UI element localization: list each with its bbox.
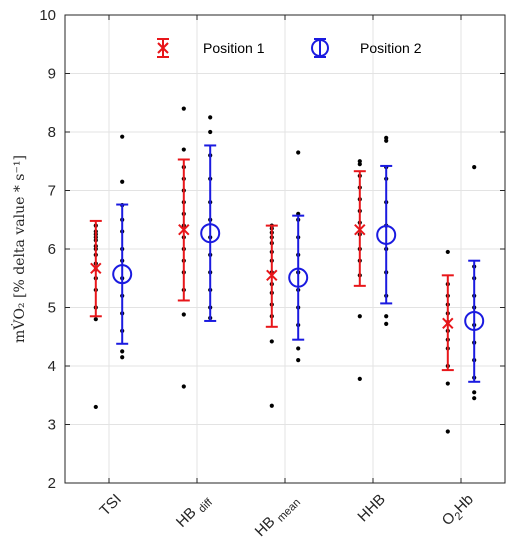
data-point [181,312,186,317]
data-point [384,138,389,143]
data-point [181,384,186,389]
mean-marker [112,264,133,285]
y-tick-label: 3 [48,417,56,434]
data-point [445,249,450,255]
data-point [357,159,362,164]
x-tick-label: HHB [354,491,388,525]
y-axis-label: mV̇O₂ [% delta value * s⁻¹] [10,155,28,343]
x-tick-label: HB mean [252,491,303,542]
legend-label: Position 2 [360,40,422,56]
data-point [472,390,477,395]
data-point [269,339,274,344]
data-point [445,381,450,386]
data-point [472,396,477,401]
mean-marker [266,269,278,282]
y-tick-label: 2 [48,475,56,492]
legend-entry: Position 2 [311,38,422,58]
y-tick-label: 4 [48,358,56,375]
data-point [120,355,125,360]
mean-marker [178,223,190,236]
mean-marker [200,223,221,244]
mean-marker [354,223,366,236]
data-point [357,162,362,167]
y-tick-label: 8 [48,124,56,141]
x-tick-label: O2Hb [439,491,479,531]
data-point [384,321,389,326]
data-point [120,179,125,184]
legend-marker [311,39,329,57]
data-point [296,150,301,155]
data-point [296,346,301,351]
data-point [269,403,274,408]
y-tick-label: 9 [48,66,56,83]
data-point [384,314,389,319]
data-point [181,147,186,152]
data-point [208,115,213,120]
x-tick-label: HB diff [173,490,216,533]
data-point [120,134,125,139]
data-point [445,429,450,434]
data-point [357,314,362,319]
data-point [357,376,362,381]
legend-marker [157,42,169,54]
y-tick-label: 10 [39,7,56,24]
legend: Position 1 Position 2 [157,38,422,58]
y-axis-ticks: 2 3 4 5 6 7 8 9 10 [39,7,505,492]
data-point [296,358,301,363]
mean-marker [90,262,102,275]
grid [65,14,505,484]
mean-marker [288,267,309,288]
mean-marker [442,317,454,330]
error-bars [89,144,485,383]
y-tick-label: 6 [48,241,56,258]
x-axis-labels: TSI HB diff HB mean HHB O2Hb [96,490,479,542]
y-tick-label: 5 [48,300,56,317]
data-point [208,129,213,135]
data-point [181,106,186,111]
legend-label: Position 1 [203,40,265,56]
y-tick-label: 7 [48,183,56,200]
data-point [120,349,125,354]
x-tick-label: TSI [96,491,125,520]
mean-marker [464,310,485,331]
data-point [93,404,98,410]
data-point [384,135,389,140]
legend-entry: Position 1 [157,38,265,58]
data-point [93,317,98,322]
mean-marker [376,224,397,245]
data-point [472,165,477,170]
